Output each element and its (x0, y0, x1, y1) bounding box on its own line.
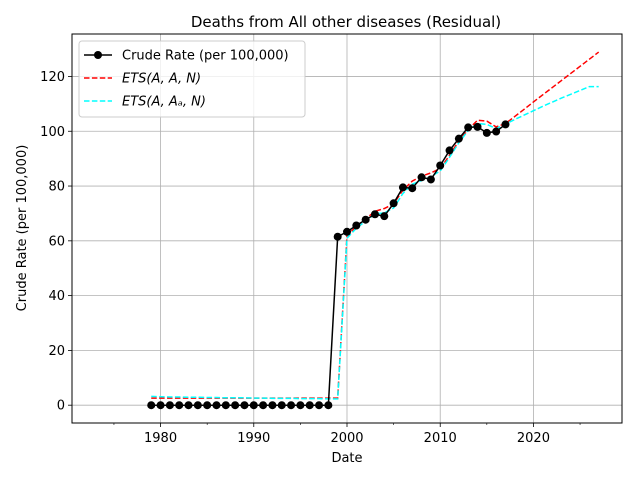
data-point (454, 134, 463, 143)
data-point (398, 183, 407, 192)
x-tick-label: 1980 (144, 431, 177, 446)
y-tick-label: 120 (40, 70, 65, 85)
x-axis-title: Date (331, 451, 362, 466)
data-point (426, 175, 435, 184)
data-point (482, 128, 491, 137)
data-point (473, 122, 482, 131)
data-point (305, 401, 314, 410)
data-point (417, 173, 426, 182)
data-point (445, 146, 454, 155)
x-tick-label: 2020 (517, 431, 550, 446)
data-point (370, 210, 379, 219)
data-point (277, 401, 286, 410)
x-tick-label: 2010 (424, 431, 457, 446)
data-point (315, 401, 324, 410)
data-point (361, 215, 370, 224)
data-point (436, 161, 445, 170)
data-point (287, 401, 296, 410)
data-point (231, 401, 240, 410)
data-point (203, 401, 212, 410)
data-point (193, 401, 202, 410)
data-point (380, 212, 389, 221)
data-point (389, 199, 398, 208)
y-tick-label: 60 (48, 234, 65, 249)
data-point (501, 120, 510, 129)
data-point (268, 401, 277, 410)
x-axis: 1980 1990 2000 2010 2020 (113, 423, 581, 446)
legend-label-2: ETS(A, Aₐ, N) (122, 95, 206, 110)
y-tick-label: 40 (48, 289, 65, 304)
legend-box (78, 40, 306, 118)
y-axis-title: Crude Rate (per 100,000) (15, 145, 30, 312)
y-tick-label: 100 (40, 125, 65, 140)
legend-marker (94, 51, 102, 59)
data-point (175, 401, 184, 410)
data-point (324, 401, 333, 410)
data-point (408, 184, 417, 193)
data-point (221, 401, 230, 410)
data-point (333, 232, 342, 241)
data-point (352, 221, 361, 230)
data-point (184, 401, 193, 410)
legend-label-0: Crude Rate (per 100,000) (122, 49, 289, 64)
data-point (492, 127, 501, 136)
data-point (156, 401, 165, 410)
data-point (249, 401, 258, 410)
data-point (165, 401, 174, 410)
x-tick-label: 2000 (330, 431, 363, 446)
y-tick-label: 80 (48, 180, 65, 195)
y-tick-label: 0 (57, 399, 65, 414)
plot-area (147, 51, 600, 410)
legend-label-1: ETS(A, A, N) (122, 72, 201, 87)
y-tick-label: 20 (48, 344, 65, 359)
data-point (147, 401, 156, 410)
chart-title: Deaths from All other diseases (Residual… (191, 13, 501, 31)
legend: Crude Rate (per 100,000) ETS(A, A, N) ETS(… (78, 40, 306, 118)
y-axis: 0 20 40 60 80 100 120 (40, 70, 72, 414)
data-point (296, 401, 305, 410)
data-point (343, 227, 351, 236)
data-point (259, 401, 268, 410)
data-point (464, 123, 473, 132)
data-point (212, 401, 221, 410)
x-tick-label: 1990 (237, 431, 270, 446)
data-point (240, 401, 249, 410)
